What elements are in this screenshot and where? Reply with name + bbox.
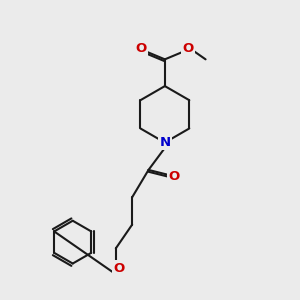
Text: O: O: [136, 42, 147, 55]
Text: O: O: [169, 170, 180, 183]
Text: O: O: [183, 42, 194, 55]
Text: N: N: [159, 136, 170, 149]
Text: O: O: [113, 262, 124, 275]
